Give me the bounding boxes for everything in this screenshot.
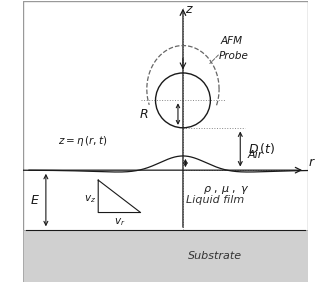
Text: E: E <box>30 194 38 207</box>
Bar <box>24 230 307 282</box>
Text: $z = \eta\,(r,t)$: $z = \eta\,(r,t)$ <box>58 134 108 148</box>
Text: $v_r$: $v_r$ <box>114 216 125 228</box>
Text: Probe: Probe <box>219 50 249 61</box>
Text: r: r <box>309 156 314 169</box>
Text: $\rho\;,\;\mu\;,\;\gamma$: $\rho\;,\;\mu\;,\;\gamma$ <box>203 184 250 196</box>
Text: z: z <box>185 3 192 16</box>
Text: R: R <box>139 108 148 121</box>
Text: Substrate: Substrate <box>188 251 242 261</box>
Text: AFM: AFM <box>220 36 242 46</box>
Text: Air: Air <box>248 150 263 160</box>
Text: $D\,(t)$: $D\,(t)$ <box>248 142 275 156</box>
Text: $v_z$: $v_z$ <box>84 193 96 205</box>
Text: Liquid film: Liquid film <box>186 195 245 205</box>
